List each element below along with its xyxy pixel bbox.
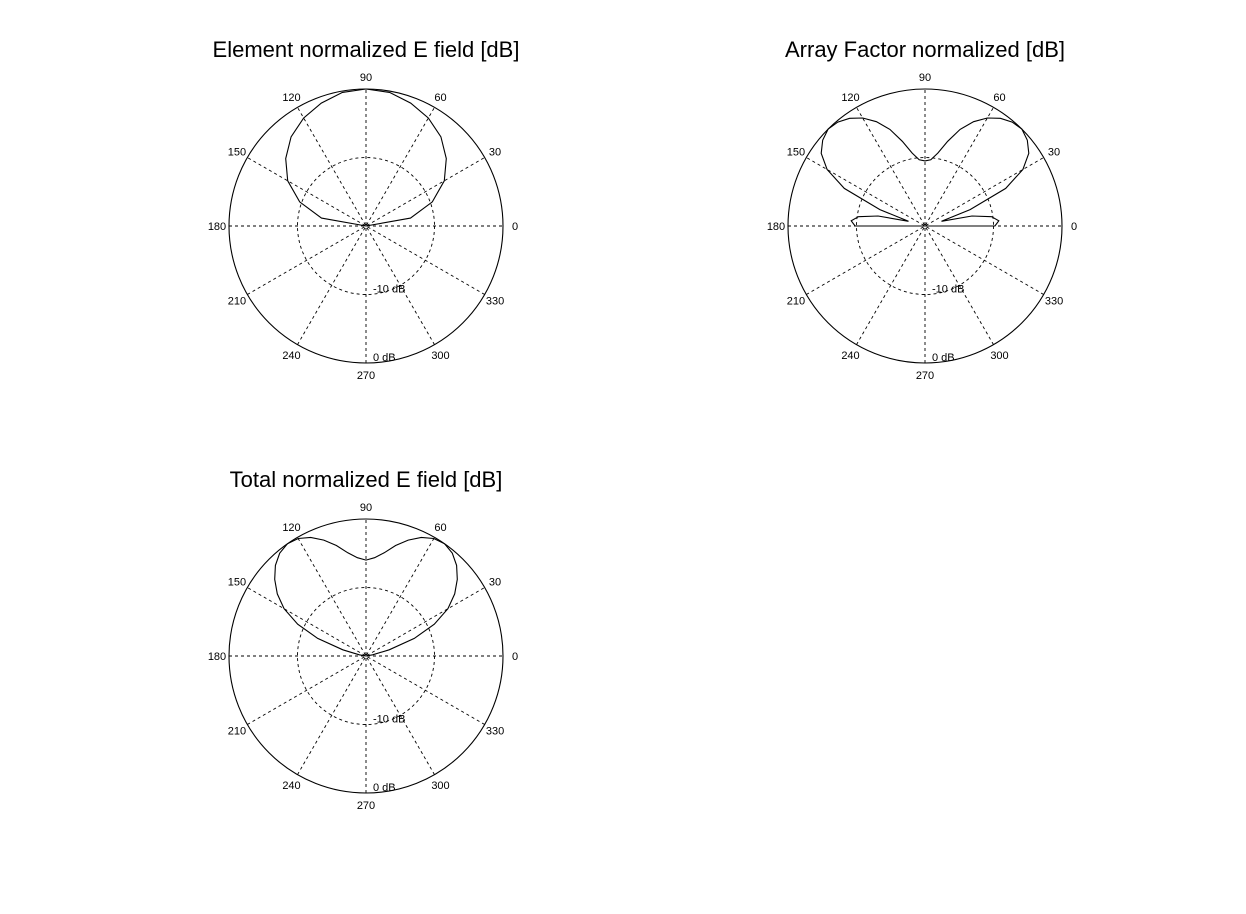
angle-tick-60: 60	[993, 92, 1005, 104]
spoke-line	[806, 157, 1044, 295]
angle-tick-270: 270	[357, 800, 375, 812]
angle-tick-0: 0	[1071, 221, 1077, 233]
angle-tick-150: 150	[787, 147, 805, 159]
chart-title: Total normalized E field [dB]	[230, 467, 503, 492]
angle-tick-120: 120	[841, 92, 859, 104]
pattern-curve	[274, 536, 458, 657]
angle-tick-300: 300	[431, 350, 449, 362]
angle-tick-90: 90	[360, 502, 372, 514]
polar-chart-1: Element normalized E field [dB] 0 30 60 90 12…	[208, 37, 520, 382]
angle-tick-240: 240	[282, 780, 300, 792]
angle-tick-120: 120	[282, 92, 300, 104]
angle-tick-180: 180	[208, 651, 226, 663]
angle-tick-330: 330	[486, 726, 504, 738]
angle-tick-210: 210	[228, 726, 246, 738]
angle-tick-240: 240	[282, 350, 300, 362]
angle-tick-330: 330	[486, 296, 504, 308]
chart-title: Element normalized E field [dB]	[213, 37, 520, 62]
spoke-line	[297, 107, 435, 345]
spoke-line	[297, 107, 435, 345]
spoke-line	[297, 537, 435, 775]
spoke-line	[806, 157, 1044, 295]
angle-tick-30: 30	[489, 577, 501, 589]
angle-tick-270: 270	[916, 370, 934, 382]
angle-tick-150: 150	[228, 147, 246, 159]
angle-tick-90: 90	[919, 72, 931, 84]
radial-label-1: 0 dB	[373, 352, 396, 364]
radial-label-0: -10 dB	[373, 714, 405, 726]
spoke-line	[856, 107, 994, 345]
angle-tick-300: 300	[431, 780, 449, 792]
spoke-line	[297, 537, 435, 775]
radial-label-0: -10 dB	[932, 284, 964, 296]
pattern-curve	[285, 88, 447, 227]
angle-tick-210: 210	[787, 296, 805, 308]
angle-tick-0: 0	[512, 651, 518, 663]
radial-label-0: -10 dB	[373, 284, 405, 296]
polar-chart-3: Total normalized E field [dB] 0 30 60 90 120 1…	[208, 467, 518, 812]
angle-tick-150: 150	[228, 577, 246, 589]
angle-tick-270: 270	[357, 370, 375, 382]
angle-tick-30: 30	[1048, 147, 1060, 159]
spoke-line	[856, 107, 994, 345]
angle-tick-240: 240	[841, 350, 859, 362]
angle-tick-300: 300	[990, 350, 1008, 362]
angle-tick-0: 0	[512, 221, 518, 233]
angle-tick-180: 180	[767, 221, 785, 233]
pattern-curve	[820, 117, 1030, 227]
angle-tick-30: 30	[489, 147, 501, 159]
angle-tick-330: 330	[1045, 296, 1063, 308]
angle-tick-120: 120	[282, 522, 300, 534]
polar-chart-2: Array Factor normalized [dB] 0 30 60 90 120 15…	[767, 37, 1077, 382]
spoke-line	[247, 587, 485, 725]
radial-label-1: 0 dB	[932, 352, 955, 364]
angle-tick-180: 180	[208, 221, 226, 233]
radial-label-1: 0 dB	[373, 782, 396, 794]
chart-title: Array Factor normalized [dB]	[785, 37, 1065, 62]
spoke-line	[247, 157, 485, 295]
spoke-line	[247, 157, 485, 295]
angle-tick-210: 210	[228, 296, 246, 308]
angle-tick-60: 60	[434, 92, 446, 104]
spoke-line	[247, 587, 485, 725]
angle-tick-90: 90	[360, 72, 372, 84]
angle-tick-60: 60	[434, 522, 446, 534]
